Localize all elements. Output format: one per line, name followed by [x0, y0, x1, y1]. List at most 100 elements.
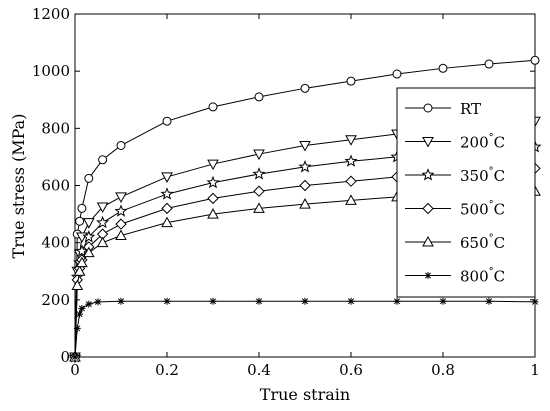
- data-point: [94, 298, 102, 306]
- data-point: [161, 172, 173, 183]
- y-axis-label: True stress (MPa): [9, 114, 28, 259]
- data-point: [253, 185, 265, 197]
- y-tick-label: 0: [60, 348, 70, 366]
- data-point: [75, 216, 85, 226]
- x-tick-label: 0.2: [155, 361, 179, 379]
- data-point: [76, 256, 88, 268]
- data-point: [71, 279, 84, 291]
- data-point: [82, 230, 96, 243]
- data-point: [96, 236, 109, 248]
- data-point: [207, 208, 219, 219]
- data-point: [117, 297, 125, 305]
- legend-label: 200°C: [460, 133, 505, 152]
- legend-label: 350°C: [460, 166, 505, 185]
- data-point: [438, 63, 448, 73]
- data-point: [209, 297, 217, 305]
- legend-marker: [424, 272, 432, 279]
- x-tick-label: 0.8: [431, 361, 455, 379]
- legend-label: RT: [460, 100, 481, 118]
- data-point: [298, 160, 312, 173]
- data-point: [439, 297, 447, 305]
- data-point: [300, 83, 310, 93]
- data-point: [82, 218, 95, 229]
- data-point: [206, 175, 220, 189]
- legend-marker: [422, 202, 434, 215]
- data-point: [208, 102, 218, 112]
- axis-ticks: 0 0.2 0.4 0.6 0.8 1 0 200 400 600 800 1000 1200: [32, 5, 540, 379]
- data-point: [393, 297, 401, 305]
- legend-box: [396, 87, 536, 298]
- data-point: [255, 297, 263, 305]
- legend: RT 200°C 350°C 500°C 650°C 800°C: [396, 87, 536, 298]
- data-point: [162, 116, 172, 126]
- legend-marker: [421, 168, 435, 181]
- y-tick-label: 200: [41, 291, 70, 309]
- data-point: [96, 202, 109, 213]
- data-point: [161, 202, 173, 215]
- data-point: [253, 149, 265, 161]
- data-point: [345, 175, 357, 187]
- legend-entry: RT: [405, 100, 481, 118]
- data-point: [254, 92, 264, 102]
- data-point: [98, 155, 108, 165]
- data-point: [76, 310, 84, 318]
- data-point: [73, 265, 86, 276]
- data-point: [115, 218, 127, 230]
- legend-marker: [422, 137, 434, 148]
- legend-entry: 200°C: [405, 133, 505, 152]
- legend-marker: [423, 103, 433, 113]
- data-point: [161, 216, 173, 228]
- y-tick-label: 600: [41, 177, 70, 195]
- data-point: [345, 135, 357, 146]
- data-point: [84, 173, 94, 183]
- data-point: [344, 154, 358, 167]
- data-point: [485, 297, 493, 305]
- data-point: [114, 204, 128, 217]
- legend-marker: [422, 235, 434, 247]
- legend-label: 650°C: [460, 233, 505, 252]
- x-tick-label: 1: [530, 361, 540, 379]
- series-800C: [71, 297, 539, 361]
- x-axis-label: True strain: [260, 385, 350, 404]
- data-point: [116, 140, 126, 150]
- y-tick-label: 1000: [32, 62, 70, 80]
- legend-entry: 500°C: [405, 200, 505, 219]
- x-tick-label: 0.6: [339, 361, 363, 379]
- data-point: [531, 298, 539, 306]
- data-point: [78, 304, 86, 312]
- data-point: [301, 297, 309, 305]
- data-point: [163, 297, 171, 305]
- data-point: [299, 179, 311, 192]
- data-point: [392, 69, 402, 79]
- data-point: [160, 187, 174, 200]
- y-tick-label: 400: [41, 234, 70, 252]
- x-tick-label: 0.4: [247, 361, 271, 379]
- y-tick-label: 800: [41, 119, 70, 137]
- data-point: [115, 192, 127, 203]
- data-point: [77, 203, 87, 213]
- data-point: [347, 297, 355, 305]
- data-point: [82, 246, 95, 258]
- data-point: [299, 198, 311, 209]
- data-point: [252, 167, 266, 180]
- data-point: [85, 300, 93, 308]
- y-tick-label: 1200: [32, 5, 70, 23]
- legend-label: 800°C: [460, 267, 505, 286]
- legend-label: 500°C: [460, 200, 505, 219]
- data-point: [345, 194, 357, 205]
- data-point: [207, 159, 219, 171]
- legend-entry: 350°C: [405, 166, 505, 185]
- data-point: [96, 215, 110, 229]
- data-point: [71, 353, 79, 361]
- data-point: [207, 192, 219, 205]
- legend-entry: 800°C: [405, 267, 505, 286]
- data-point: [530, 55, 540, 65]
- data-point: [115, 229, 127, 241]
- data-point: [346, 76, 356, 86]
- data-point: [253, 202, 265, 213]
- data-point: [73, 324, 81, 332]
- legend-entry: 650°C: [405, 233, 505, 252]
- series-line: [74, 59, 536, 358]
